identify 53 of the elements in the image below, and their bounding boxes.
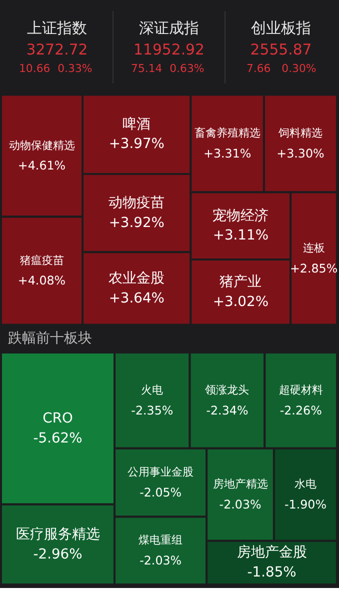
data-label: +3.11% bbox=[212, 228, 268, 244]
data-label: 2555.87 bbox=[250, 40, 312, 58]
data-label: +3.97% bbox=[108, 136, 164, 152]
data-label: +3.92% bbox=[108, 214, 164, 231]
category-label: 宠物经济 bbox=[212, 208, 269, 224]
data-label: -2.26% bbox=[280, 403, 322, 418]
data-label: 3272.72 bbox=[26, 40, 88, 58]
category-label: 猪瘟疫苗 bbox=[20, 254, 64, 267]
text: 跌幅前十板块 bbox=[8, 330, 92, 347]
category-label: 公用事业金股 bbox=[128, 466, 194, 479]
data-label: -5.62% bbox=[33, 430, 82, 446]
category-label: 动物保健精选 bbox=[8, 138, 75, 152]
category-label: 水电 bbox=[294, 478, 316, 491]
data-label: -2.35% bbox=[131, 403, 174, 418]
data-label: +3.02% bbox=[212, 294, 268, 310]
data-label: 0.33% bbox=[58, 62, 92, 76]
data-label: 10.66 bbox=[19, 62, 50, 76]
category-label: 饲料精选 bbox=[278, 126, 322, 140]
category-label: 煤电重组 bbox=[138, 534, 183, 547]
data-label: +3.31% bbox=[204, 146, 252, 160]
data-label: 0.30% bbox=[282, 62, 316, 76]
data-label: -2.34% bbox=[206, 403, 248, 418]
category-label: CRO bbox=[42, 410, 73, 426]
category-label: 医疗服务精选 bbox=[16, 526, 100, 542]
category-label: 上证指数 bbox=[26, 19, 87, 38]
data-label: 0.63% bbox=[170, 62, 204, 76]
category-label: 房地产金股 bbox=[236, 544, 307, 561]
data-label: +4.08% bbox=[18, 274, 66, 288]
category-label: 猪产业 bbox=[220, 274, 262, 290]
category-label: 深证成指 bbox=[139, 19, 200, 38]
category-label: 领涨龙头 bbox=[205, 383, 250, 396]
data-label: 7.66 bbox=[246, 62, 271, 76]
category-label: 啤酒 bbox=[122, 116, 151, 132]
data-label: +4.61% bbox=[18, 158, 66, 173]
data-label: +2.85% bbox=[290, 261, 338, 276]
data-label: -2.05% bbox=[140, 485, 182, 500]
data-label: -1.85% bbox=[247, 564, 296, 581]
category-label: 农业金股 bbox=[108, 270, 165, 286]
data-label: -1.90% bbox=[284, 498, 326, 512]
data-label: 11952.92 bbox=[134, 40, 204, 58]
data-label: -2.03% bbox=[219, 498, 262, 512]
data-label: +3.64% bbox=[108, 290, 164, 306]
category-label: 畜禽养殖精选 bbox=[194, 126, 260, 140]
category-label: 房地产精选 bbox=[212, 478, 268, 491]
data-label: 75.14 bbox=[131, 62, 162, 76]
data-label: -2.03% bbox=[140, 553, 182, 568]
data-label: +3.30% bbox=[276, 146, 324, 160]
data-label: -2.96% bbox=[33, 546, 82, 562]
category-label: 动物疫苗 bbox=[108, 195, 165, 212]
category-label: 连板 bbox=[302, 242, 325, 255]
category-label: 火电 bbox=[141, 383, 164, 396]
category-label: 创业板指 bbox=[251, 19, 312, 38]
category-label: 超硬材料 bbox=[278, 383, 323, 396]
